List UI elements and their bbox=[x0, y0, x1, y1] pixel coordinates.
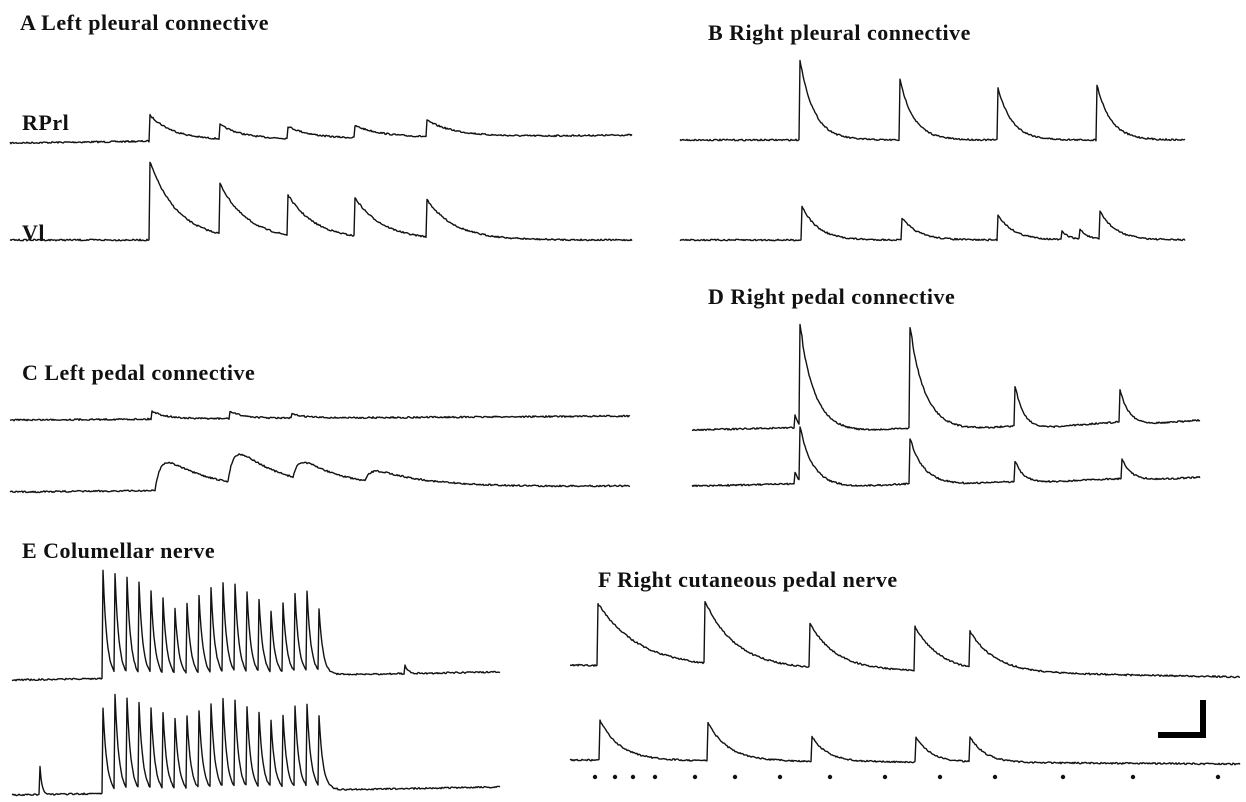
trace bbox=[569, 719, 1241, 766]
trace bbox=[691, 323, 1201, 432]
stimulus-dot bbox=[630, 774, 636, 780]
stimulus-dot bbox=[592, 774, 598, 780]
trace bbox=[679, 59, 1186, 142]
panel-title: E Columellar nerve bbox=[22, 538, 215, 563]
stimulus-dot bbox=[937, 774, 943, 780]
scale-bar bbox=[1158, 700, 1206, 738]
stimulus-dot bbox=[692, 774, 698, 780]
trace bbox=[11, 569, 501, 682]
trace-label: Vl bbox=[22, 220, 45, 245]
panel-title: D Right pedal connective bbox=[708, 284, 955, 309]
panel-title: F Right cutaneous pedal nerve bbox=[598, 567, 898, 592]
trace-label: RPrl bbox=[22, 110, 69, 135]
stimulus-dot bbox=[992, 774, 998, 780]
trace bbox=[569, 601, 1241, 679]
trace bbox=[679, 205, 1186, 242]
stimulus-dot bbox=[652, 774, 658, 780]
panel-title: A Left pleural connective bbox=[20, 10, 269, 35]
stimulus-dot bbox=[827, 774, 833, 780]
stimulus-dot bbox=[777, 774, 783, 780]
stimulus-dot bbox=[1130, 774, 1136, 780]
trace bbox=[9, 410, 631, 422]
panel-title: B Right pleural connective bbox=[708, 20, 971, 45]
stimulus-dot bbox=[1060, 774, 1066, 780]
trace bbox=[9, 113, 633, 145]
trace bbox=[9, 453, 631, 494]
trace bbox=[9, 161, 633, 242]
stimulus-dot bbox=[882, 774, 888, 780]
stimulus-dot bbox=[1215, 774, 1221, 780]
trace bbox=[691, 426, 1201, 488]
panel-title: C Left pedal connective bbox=[22, 360, 255, 385]
trace bbox=[11, 693, 501, 797]
stimulus-dot bbox=[732, 774, 738, 780]
stimulus-dot bbox=[612, 774, 618, 780]
